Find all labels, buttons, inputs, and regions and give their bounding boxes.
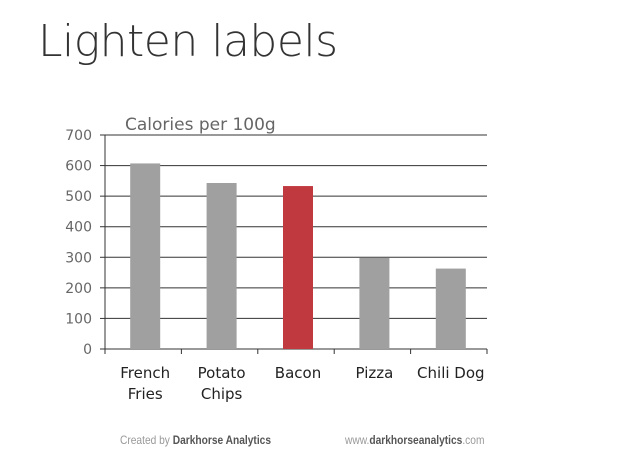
- x-tick-label: Chili Dog: [417, 364, 485, 382]
- url-brand: darkhorseanalytics: [369, 433, 463, 447]
- footer-url: www.darkhorseanalytics.com: [345, 433, 484, 447]
- x-tick-label-line: Bacon: [275, 364, 321, 382]
- y-tick-label: 700: [65, 128, 92, 144]
- x-tick-label-line: Potato: [198, 364, 246, 382]
- bar: [359, 257, 390, 349]
- y-tick-label: 200: [65, 281, 92, 297]
- url-suffix: .com: [462, 433, 485, 447]
- x-tick-label: Pizza: [355, 364, 393, 382]
- y-tick-label: 0: [83, 342, 92, 358]
- x-tick-label-line: Chips: [201, 385, 243, 403]
- x-tick-label-line: French: [120, 364, 170, 382]
- footer-credit: Created by Darkhorse Analytics: [120, 433, 271, 447]
- bar: [435, 268, 466, 349]
- y-tick-label: 500: [65, 189, 92, 205]
- bar: [283, 186, 313, 349]
- url-prefix: www.: [345, 433, 370, 447]
- credit-brand: Darkhorse Analytics: [172, 433, 272, 447]
- bar: [206, 182, 237, 349]
- slide-title: Lighten labels: [38, 16, 338, 67]
- chart-title: Calories per 100g: [125, 115, 276, 135]
- x-tick-label-line: Fries: [128, 385, 163, 403]
- x-tick-label-line: Chili Dog: [417, 364, 485, 382]
- y-tick-label: 400: [65, 220, 92, 236]
- x-tick-label-line: Pizza: [355, 364, 393, 382]
- credit-prefix: Created by: [120, 433, 173, 447]
- y-tick-label: 300: [65, 250, 92, 266]
- x-tick-label: French Fries: [120, 364, 170, 403]
- x-tick-label: Potato Chips: [198, 364, 246, 403]
- bar: [130, 163, 161, 349]
- x-tick-label: Bacon: [275, 364, 321, 382]
- y-tick-label: 600: [65, 159, 92, 175]
- y-tick-label: 100: [65, 311, 92, 327]
